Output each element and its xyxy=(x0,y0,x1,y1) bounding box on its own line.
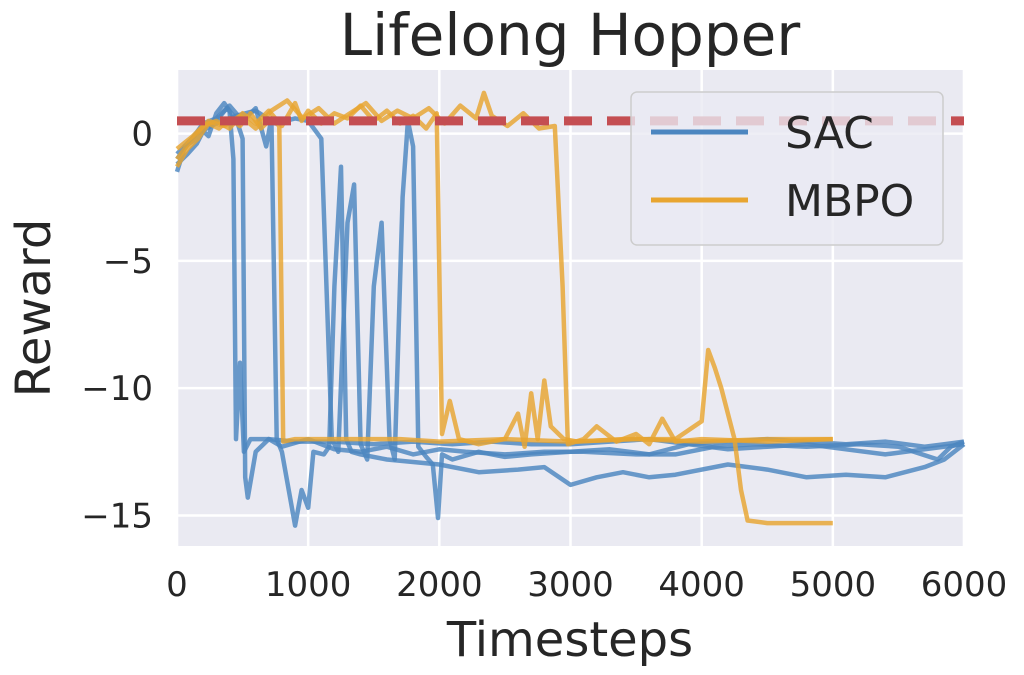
x-tick-label: 1000 xyxy=(265,565,352,605)
series-line-mbpo xyxy=(175,90,833,447)
series-layer xyxy=(174,90,966,528)
x-tick-labels: 0 1000 2000 3000 4000 5000 6000 xyxy=(166,565,1007,605)
x-tick-label: 4000 xyxy=(658,565,745,605)
legend: SAC MBPO xyxy=(630,91,944,246)
y-tick-label: −5 xyxy=(103,242,153,282)
y-tick-label: −15 xyxy=(81,496,153,536)
y-tick-label: −10 xyxy=(81,369,153,409)
y-tick-labels: 0 −5 −10 −15 xyxy=(81,115,153,537)
y-axis-label: Reward xyxy=(6,219,62,398)
legend-label-sac: SAC xyxy=(785,108,874,159)
x-axis-label: Timesteps xyxy=(446,612,693,668)
x-tick-label: 3000 xyxy=(527,565,614,605)
x-tick-label: 6000 xyxy=(921,565,1008,605)
x-tick-label: 5000 xyxy=(790,565,877,605)
legend-label-mbpo: MBPO xyxy=(785,176,914,227)
x-tick-label: 2000 xyxy=(396,565,483,605)
chart-title: Lifelong Hopper xyxy=(340,1,801,69)
series-line-sac xyxy=(175,103,966,528)
y-tick-label: 0 xyxy=(131,115,153,155)
x-tick-label: 0 xyxy=(166,565,188,605)
